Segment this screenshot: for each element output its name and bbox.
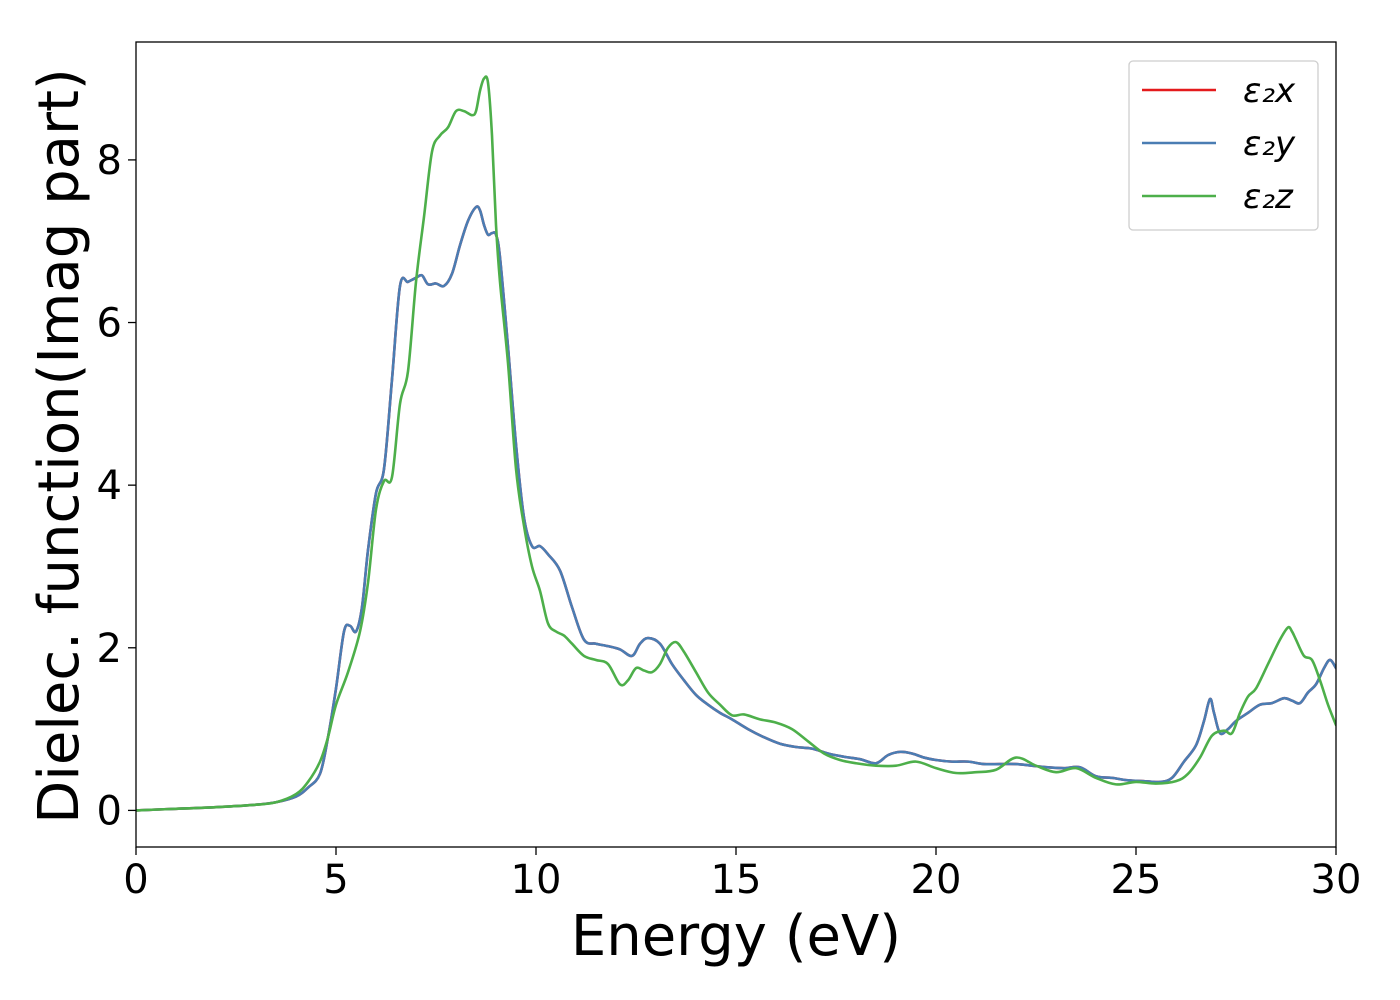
- legend-label-3: ε₂z: [1243, 177, 1294, 217]
- legend-frame: [1128, 60, 1319, 231]
- series-line-3: [136, 75, 1336, 812]
- legend-label-1: ε₂x: [1243, 71, 1296, 111]
- x-tick-label: 25: [1111, 857, 1162, 903]
- x-tick-label: 0: [123, 857, 148, 903]
- series-layer: [136, 75, 1336, 812]
- series-line-2: [136, 205, 1336, 812]
- legend-label-2: ε₂y: [1243, 124, 1296, 164]
- ticks-layer: 0 5 10 15 20 25 30 0 2 4 6 8: [97, 138, 1362, 903]
- y-tick-label: 0: [97, 788, 122, 834]
- legend: ε₂x ε₂y ε₂z: [1128, 60, 1319, 231]
- x-axis-label: Energy (eV): [571, 904, 901, 969]
- y-tick-label: 2: [97, 626, 122, 672]
- x-tick-label: 20: [911, 857, 962, 903]
- y-axis-label: Dielec. function(Imag part): [27, 68, 92, 824]
- y-tick-label: 6: [97, 301, 122, 347]
- x-tick-label: 10: [511, 857, 562, 903]
- x-tick-label: 30: [1311, 857, 1362, 903]
- y-tick-label: 4: [97, 463, 122, 509]
- x-tick-label: 5: [323, 857, 348, 903]
- x-tick-label: 15: [711, 857, 762, 903]
- y-tick-label: 8: [97, 138, 122, 184]
